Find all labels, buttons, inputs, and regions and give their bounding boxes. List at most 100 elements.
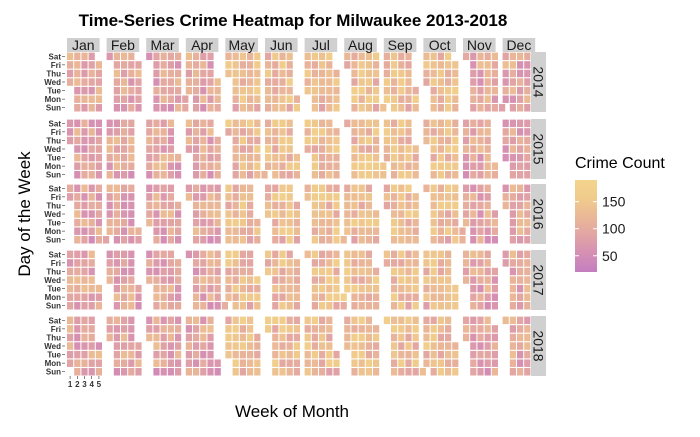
heat-cell bbox=[293, 236, 300, 244]
month-strip-label: Feb bbox=[111, 37, 135, 53]
heat-cell bbox=[340, 293, 347, 301]
heat-cell bbox=[207, 162, 214, 170]
heat-cell bbox=[463, 333, 470, 342]
heat-cell bbox=[398, 250, 405, 259]
heat-cell bbox=[232, 145, 239, 153]
heat-cell bbox=[185, 193, 192, 201]
heat-cell bbox=[405, 259, 412, 267]
heat-cell bbox=[412, 368, 419, 376]
heat-cell bbox=[517, 193, 524, 201]
panel-mar-2018 bbox=[146, 316, 182, 376]
heat-cell bbox=[463, 162, 470, 170]
heat-cell bbox=[214, 193, 221, 201]
heat-cell bbox=[135, 69, 142, 78]
heat-cell bbox=[247, 333, 254, 342]
heat-cell bbox=[272, 333, 279, 342]
heat-cell bbox=[113, 293, 120, 301]
heat-cell bbox=[445, 325, 452, 333]
heat-cell bbox=[167, 342, 174, 350]
heat-cell bbox=[517, 95, 524, 103]
heat-cell bbox=[239, 267, 246, 276]
heat-cell bbox=[153, 259, 160, 267]
month-strip-bg bbox=[463, 38, 496, 52]
heat-cell bbox=[160, 184, 167, 193]
heat-cell bbox=[247, 218, 254, 227]
heat-cell bbox=[74, 368, 81, 376]
heat-cell bbox=[391, 201, 398, 210]
heat-cell bbox=[95, 69, 102, 78]
heat-cell bbox=[311, 284, 318, 293]
heat-cell bbox=[225, 210, 232, 218]
heat-cell bbox=[311, 218, 318, 227]
heat-cell bbox=[160, 350, 167, 359]
heat-cell bbox=[445, 259, 452, 267]
heat-cell bbox=[121, 153, 128, 162]
heat-cell bbox=[412, 250, 419, 259]
heat-cell bbox=[311, 210, 318, 218]
heat-cell bbox=[491, 284, 498, 293]
heat-cell bbox=[517, 210, 524, 218]
heat-cell bbox=[272, 128, 279, 136]
heat-cell bbox=[232, 128, 239, 136]
heat-cell bbox=[351, 78, 358, 86]
heat-cell bbox=[185, 136, 192, 145]
heat-cell bbox=[391, 267, 398, 276]
heat-cell bbox=[106, 184, 113, 193]
heat-cell bbox=[167, 61, 174, 69]
month-strip-label: Jul bbox=[312, 37, 330, 53]
heat-cell bbox=[365, 61, 372, 69]
heat-cell bbox=[200, 293, 207, 301]
heat-cell bbox=[524, 333, 531, 342]
heat-cell bbox=[207, 284, 214, 293]
heat-cell bbox=[265, 259, 272, 267]
heat-cell bbox=[121, 193, 128, 201]
heat-cell bbox=[95, 162, 102, 170]
heat-cell bbox=[247, 201, 254, 210]
heat-cell bbox=[175, 359, 182, 367]
heat-cell bbox=[207, 78, 214, 86]
heat-cell bbox=[524, 69, 531, 78]
heat-cell bbox=[286, 259, 293, 267]
heat-cell bbox=[128, 86, 135, 95]
heat-cell bbox=[121, 136, 128, 145]
day-label: Sat bbox=[49, 250, 62, 259]
year-strip-bg bbox=[531, 316, 546, 376]
heat-cell bbox=[365, 350, 372, 359]
heat-cell bbox=[95, 218, 102, 227]
heat-cell bbox=[232, 259, 239, 267]
heat-cell bbox=[463, 210, 470, 218]
heat-cell bbox=[293, 350, 300, 359]
heat-cell bbox=[200, 95, 207, 103]
heat-cell bbox=[128, 350, 135, 359]
heat-cell bbox=[524, 342, 531, 350]
heat-cell bbox=[175, 95, 182, 103]
heat-cell bbox=[113, 184, 120, 193]
heat-cell bbox=[160, 171, 167, 179]
heat-cell bbox=[239, 95, 246, 103]
heat-cell bbox=[153, 128, 160, 136]
heat-cell bbox=[74, 184, 81, 193]
heat-cell bbox=[74, 276, 81, 284]
heat-cell bbox=[452, 78, 459, 86]
heat-cell bbox=[272, 136, 279, 145]
heat-cell bbox=[470, 236, 477, 244]
panel-jul-2015 bbox=[304, 119, 340, 179]
heat-cell bbox=[167, 119, 174, 128]
heat-cell bbox=[437, 210, 444, 218]
heat-cell bbox=[239, 119, 246, 128]
heat-cell bbox=[452, 201, 459, 210]
heat-cell bbox=[484, 359, 491, 367]
heat-cell bbox=[193, 162, 200, 170]
heat-cell bbox=[106, 267, 113, 276]
heat-cell bbox=[311, 201, 318, 210]
heat-cell bbox=[445, 267, 452, 276]
heat-cell bbox=[67, 136, 74, 145]
heat-cell bbox=[247, 342, 254, 350]
heat-cell bbox=[293, 171, 300, 179]
heat-cell bbox=[311, 293, 318, 301]
heat-cell bbox=[207, 316, 214, 325]
heat-cell bbox=[484, 236, 491, 244]
heat-cell bbox=[437, 218, 444, 227]
heat-cell bbox=[185, 316, 192, 325]
